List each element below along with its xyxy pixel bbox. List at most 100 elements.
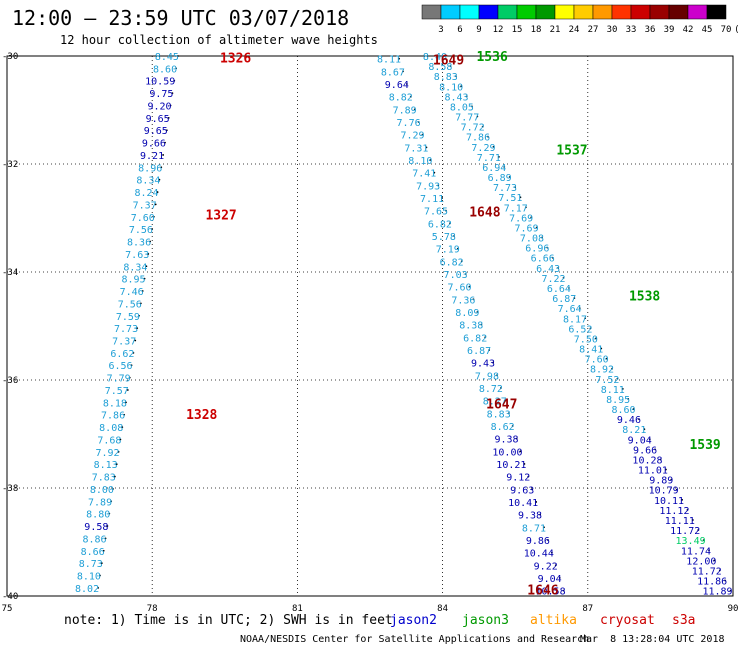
cryosat-value-label: 7.83 — [92, 473, 116, 484]
jason3-value-label: 7.69 — [509, 213, 533, 224]
jason3-value-label: 9.04 — [628, 435, 652, 446]
jason3-point — [514, 186, 516, 189]
jason3-value-label: 7.73 — [493, 183, 517, 194]
jason3-point — [665, 468, 667, 471]
cryosat-point — [143, 277, 146, 280]
jason3-point — [508, 176, 511, 178]
jason3-value-label: 7.22 — [541, 274, 565, 285]
cryosat-value-label: 8.18 — [103, 398, 127, 409]
s3a-value-label: 9.38 — [518, 511, 542, 522]
s3a-point — [535, 501, 538, 503]
s3a-value-label: 7.65 — [424, 207, 448, 218]
s3a-value-label: 7.29 — [400, 131, 424, 142]
colorbar-label: 27 — [588, 25, 599, 35]
jason3-value-label: 8.92 — [590, 365, 614, 376]
colorbar-label: 70 — [721, 25, 732, 35]
cryosat-value-label: 8.02 — [75, 584, 99, 595]
cryosat-value-label: 10.59 — [145, 77, 175, 88]
s3a-value-label: 9.04 — [538, 574, 562, 585]
cryosat-point — [112, 488, 114, 490]
s3a-point — [547, 539, 549, 541]
cryosat-point — [99, 574, 101, 577]
jason3-point — [449, 65, 452, 67]
cryosat-point — [121, 426, 124, 428]
jason3-value-label: 7.17 — [504, 203, 528, 214]
y-tick-label: -34 — [2, 268, 18, 278]
jason3-value-label: 7.69 — [515, 223, 539, 234]
jason3-point — [487, 135, 490, 138]
s3a-value-label: 6.87 — [467, 346, 491, 357]
s3a-point — [472, 298, 475, 301]
s3a-point — [519, 450, 522, 453]
jason3-value-label: 6.66 — [531, 254, 555, 265]
jason3-point — [724, 579, 727, 582]
colorbar-label: 18 — [531, 25, 542, 35]
x-tick-label: 78 — [147, 604, 158, 614]
s3a-value-label: 7.93 — [416, 181, 440, 192]
cryosat-point — [175, 67, 178, 70]
jason3-value-label: 8.40 — [423, 52, 447, 63]
colorbar-swatch — [573, 4, 594, 20]
pass-time-label: 1649 — [433, 53, 464, 68]
s3a-point — [445, 209, 447, 212]
jason3-value-label: 8.21 — [622, 425, 646, 436]
cryosat-point — [162, 154, 165, 156]
cryosat-value-label: 7.68 — [97, 435, 121, 446]
cryosat-point — [115, 463, 118, 466]
cryosat-point — [119, 438, 122, 441]
s3a-value-label: 8.83 — [487, 409, 511, 420]
jason3-point — [718, 569, 721, 572]
jason3-value-label: 8.10 — [439, 82, 463, 93]
s3a-value-label: 10.21 — [496, 460, 526, 471]
s3a-point — [515, 437, 518, 440]
colorbar-swatch — [611, 4, 632, 20]
s3a-point — [554, 564, 557, 567]
jason3-point — [471, 105, 473, 108]
s3a-point — [558, 577, 561, 579]
cryosat-value-label: 8.08 — [99, 423, 123, 434]
colorbar-label: (ft) — [734, 25, 740, 35]
pass-time-label: 1648 — [469, 206, 500, 221]
cryosat-value-label: 8.45 — [155, 52, 179, 63]
s3a-value-label: 9.43 — [471, 359, 495, 370]
s3a-point — [476, 311, 479, 313]
cryosat-value-label: 8.13 — [94, 460, 118, 471]
jason3-point — [638, 418, 640, 421]
cryosat-value-label: 6.62 — [110, 349, 134, 360]
colorbar-swatch — [706, 4, 727, 20]
s3a-point — [543, 526, 545, 529]
s3a-point — [437, 184, 440, 187]
s3a-value-label: 9.86 — [526, 536, 550, 547]
colorbar-label: 36 — [645, 25, 656, 35]
note-text: note: 1) Time is in UTC; 2) SWH is in fe… — [64, 613, 393, 628]
jason3-point — [686, 509, 689, 511]
cryosat-point — [108, 512, 111, 515]
jason3-point — [476, 115, 479, 118]
jason3-point — [497, 155, 500, 158]
jason3-value-label: 9.89 — [649, 476, 673, 487]
jason3-point — [573, 297, 576, 299]
cryosat-point — [149, 240, 152, 243]
cryosat-value-label: 7.79 — [107, 374, 131, 385]
cryosat-point — [136, 327, 139, 330]
s3a-point — [562, 589, 565, 592]
footer-timestamp: Mar 8 13:28:04 UTC 2018 — [580, 634, 725, 645]
jason3-point — [454, 75, 457, 78]
s3a-value-label: 9.22 — [534, 561, 558, 572]
jason3-value-label: 11.74 — [681, 546, 711, 557]
jason3-value-label: 12.00 — [686, 556, 716, 567]
s3a-value-label: 8.71 — [522, 523, 546, 534]
jason3-value-label: 11.01 — [638, 466, 668, 477]
cryosat-point — [102, 549, 105, 552]
s3a-value-label: 8.09 — [455, 308, 479, 319]
s3a-point — [539, 513, 541, 516]
jason3-point — [659, 458, 662, 461]
s3a-point — [488, 349, 491, 351]
cryosat-value-label: 8.73 — [79, 559, 103, 570]
y-tick-label: -40 — [2, 592, 18, 602]
colorbar-label: 45 — [702, 25, 713, 35]
s3a-point — [496, 374, 498, 377]
s3a-value-label: 6.82 — [463, 333, 487, 344]
cryosat-point — [167, 116, 170, 119]
